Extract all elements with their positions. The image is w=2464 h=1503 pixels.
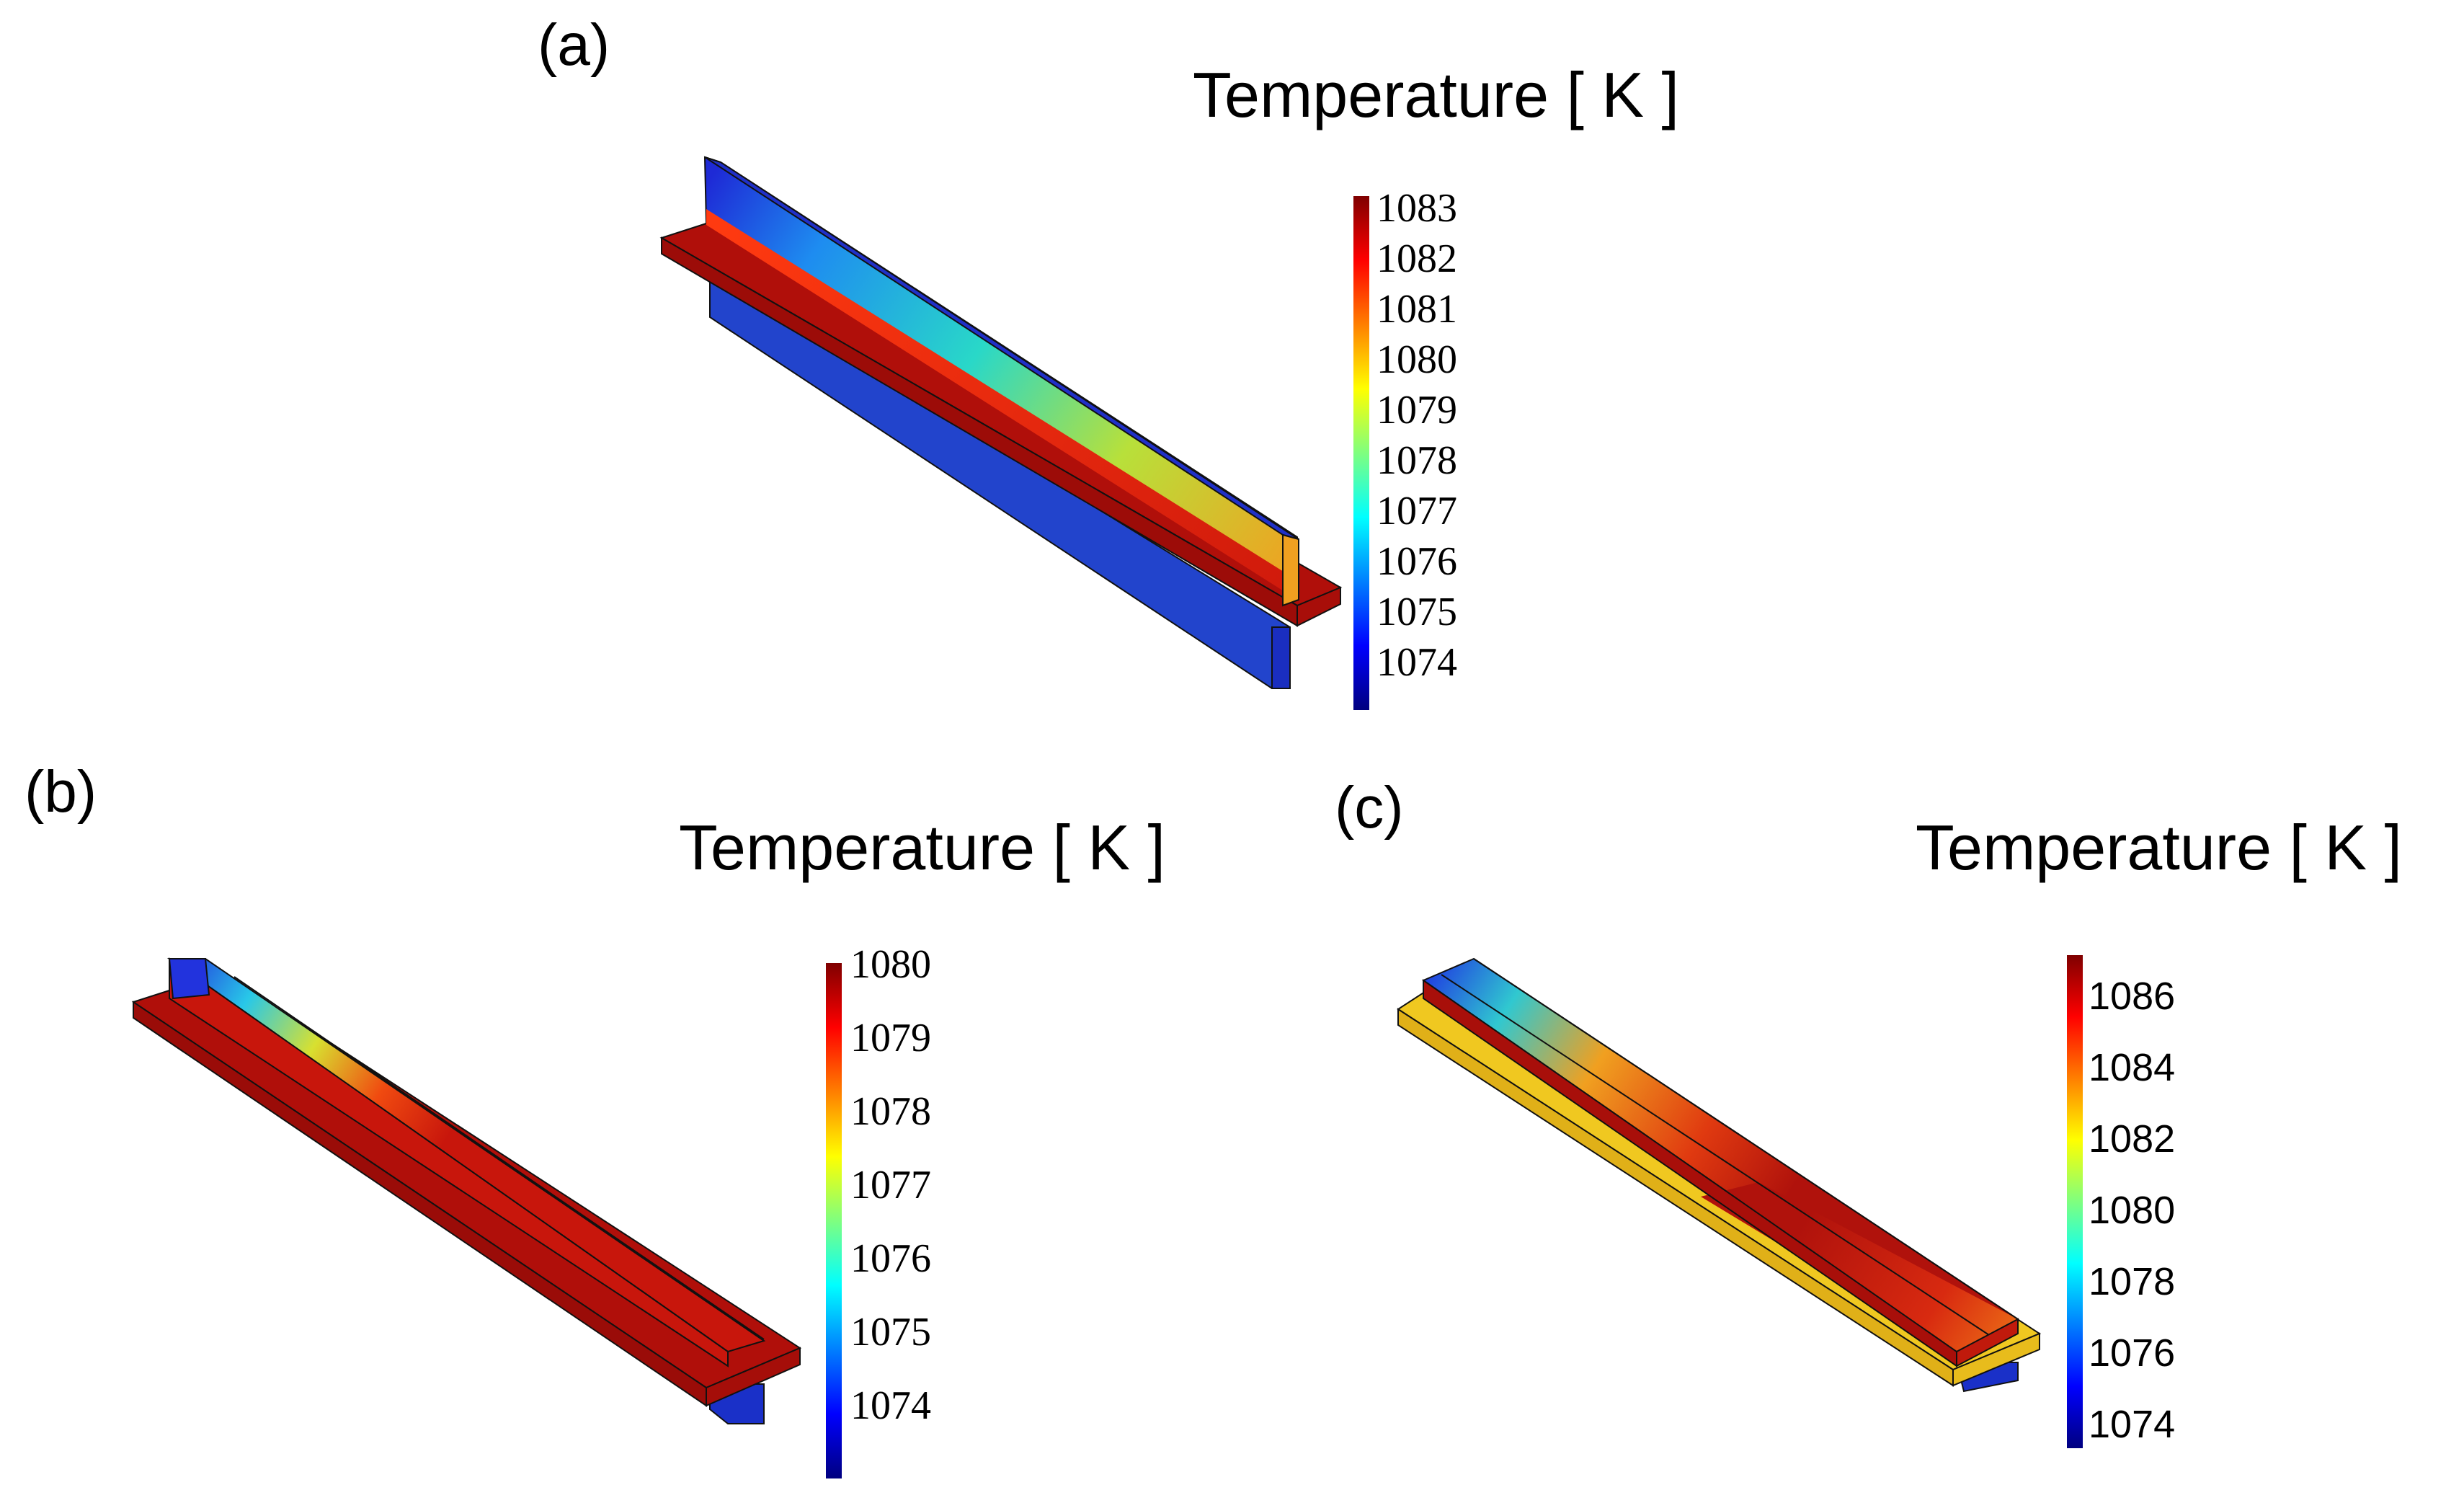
colorbar-ticks: 1086 1084 1082 1080 1078 1076 1074: [2089, 975, 2175, 1446]
colorbar-title: Temperature [ K ]: [1193, 59, 1679, 130]
tick-label: 1078: [1376, 438, 1457, 483]
tick-label: 1084: [2089, 1046, 2175, 1089]
colorbar-ticks: 1080 1079 1078 1077 1076 1075 1074: [850, 942, 931, 1428]
web-end: [1282, 533, 1299, 607]
flange-side: [661, 236, 1298, 627]
panel-a: (a) Temperature [ K ] 1083 1082 1081 108…: [538, 12, 1679, 710]
colorbar: [1353, 196, 1369, 710]
web-top: [166, 958, 766, 1353]
body-edge: [1473, 958, 2019, 1320]
tick-label: 1078: [2089, 1260, 2175, 1303]
tick-label: 1074: [850, 1383, 931, 1428]
panel-label: (c): [1335, 775, 1404, 841]
body-end: [1956, 1318, 2019, 1367]
web-hot-band: [706, 209, 1297, 600]
tick-label: 1075: [850, 1310, 931, 1355]
tick-label: 1082: [2089, 1117, 2175, 1161]
web-edge: [233, 976, 765, 1340]
tick-label: 1080: [1376, 337, 1457, 382]
lower-web-end: [1271, 626, 1291, 689]
colorbar: [826, 963, 842, 1478]
body-side: [1423, 979, 1957, 1367]
tick-label: 1080: [2089, 1189, 2175, 1232]
tick-label: 1075: [1376, 590, 1457, 634]
tick-label: 1074: [2089, 1403, 2175, 1446]
tick-label: 1078: [850, 1089, 931, 1134]
web-side: [169, 957, 729, 1367]
tick-label: 1081: [1376, 287, 1457, 332]
panel-b: (b) Temperature [ K ] 1080 1079 1078 107…: [25, 759, 1165, 1478]
tick-label: 1086: [2089, 975, 2175, 1018]
tick-label: 1076: [1376, 539, 1457, 584]
tick-label: 1079: [1376, 388, 1457, 433]
panel-label: (b): [25, 759, 97, 825]
colorbar-title: Temperature [ K ]: [679, 812, 1165, 883]
tick-label: 1076: [2089, 1331, 2175, 1375]
colorbar-ticks: 1083 1082 1081 1080 1079 1078 1077 1076 …: [1376, 186, 1457, 685]
tick-label: 1082: [1376, 236, 1457, 281]
flange-end: [706, 1347, 801, 1407]
panel-c: (c) Temperature [ K ] 1086 1084 1082 108…: [1335, 775, 2402, 1448]
flange-side: [133, 1001, 707, 1407]
tick-label: 1080: [850, 942, 931, 987]
tick-label: 1077: [850, 1163, 931, 1207]
tick-label: 1083: [1376, 186, 1457, 231]
tick-label: 1079: [850, 1016, 931, 1060]
plate-end: [1952, 1332, 2040, 1387]
web-top-cold: [168, 958, 210, 1000]
tick-label: 1077: [1376, 489, 1457, 533]
body-top-far: [1701, 1182, 2018, 1352]
tick-label: 1074: [1376, 640, 1457, 685]
body-edge: [1441, 974, 1990, 1336]
panel-label: (a): [538, 12, 610, 78]
colorbar-title: Temperature [ K ]: [1916, 812, 2402, 883]
tick-label: 1076: [850, 1236, 931, 1281]
plate-side: [1397, 1008, 1954, 1387]
colorbar: [2067, 955, 2083, 1448]
flange-end: [1297, 586, 1341, 627]
